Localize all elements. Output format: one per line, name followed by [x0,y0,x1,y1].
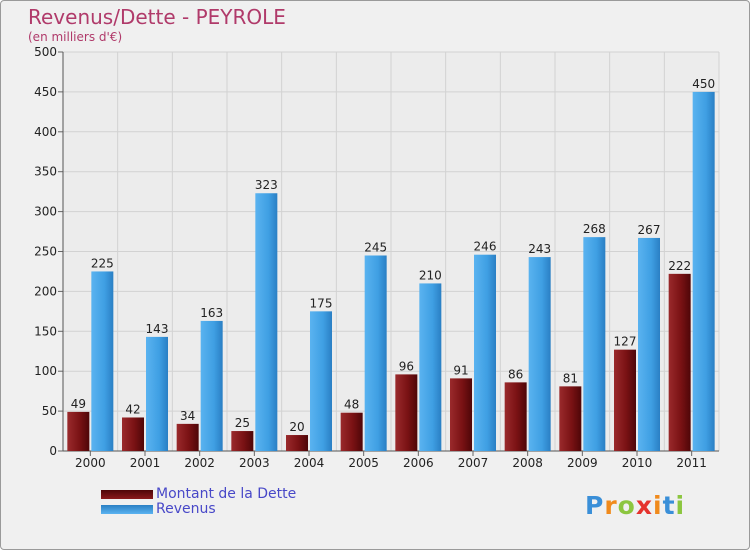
bar-revenue [528,257,551,451]
bars [67,91,715,452]
bar-revenue [310,311,332,451]
bar-debt [67,411,90,451]
data-label-revenue: 268 [583,222,606,236]
data-label-debt: 42 [125,402,140,416]
y-tick-label: 350 [34,165,57,179]
legend-label-debt: Montant de la Dette [156,486,297,502]
x-tick-label: 2006 [403,456,434,470]
bar-revenue [692,91,715,452]
data-label-revenue: 163 [200,306,223,320]
y-tick-label: 100 [34,364,57,378]
logo-letter: i [653,491,663,520]
data-label-revenue: 143 [146,322,169,336]
data-label-debt: 81 [563,371,578,385]
data-label-revenue: 267 [638,223,661,237]
data-label-revenue: 245 [364,240,387,254]
x-tick-label: 2004 [294,456,325,470]
bar-revenue [364,255,387,451]
data-label-revenue: 450 [692,77,715,91]
x-tick-label: 2000 [75,456,106,470]
legend-swatch-revenue [101,505,153,514]
y-tick-label: 500 [34,45,57,59]
x-tick-label: 2001 [130,456,161,470]
y-tick-label: 450 [34,85,57,99]
bar-revenue [419,283,442,451]
y-tick-label: 200 [34,284,57,298]
data-label-revenue: 210 [419,268,442,282]
bar-revenue [200,320,223,451]
x-tick-label: 2009 [567,456,598,470]
x-tick-label: 2008 [512,456,543,470]
x-tick-label: 2003 [239,456,270,470]
bar-revenue [638,237,660,451]
bar-revenue [146,336,168,451]
x-tick-label: 2007 [458,456,489,470]
bar-debt [504,382,527,451]
data-label-revenue: 225 [91,256,114,270]
data-label-revenue: 323 [255,178,278,192]
data-label-revenue: 175 [310,296,333,310]
logo-letter: r [604,491,618,520]
y-tick-label: 400 [34,125,57,139]
bar-revenue [474,254,496,451]
chart-subtitle: (en milliers d'€) [28,30,123,44]
bar-debt [176,423,199,451]
y-tick-label: 250 [34,245,57,259]
x-tick-label: 2005 [348,456,379,470]
data-label-debt: 20 [289,420,304,434]
bar-debt [122,417,144,451]
axes: 0 50 100 150 200 250 300 350 400 450 500 2000 2001 20… [34,45,719,470]
x-tick-label: 2002 [184,456,215,470]
data-label-revenue: 246 [474,240,497,254]
y-tick-label: 150 [34,324,57,338]
logo-letter: o [617,491,636,520]
data-label-debt: 91 [453,363,468,377]
data-label-debt: 86 [508,367,523,381]
x-tick-label: 2010 [622,456,653,470]
bar-debt [559,386,582,451]
logo-letter: P [585,491,605,520]
logo-letter: i [675,491,686,520]
data-labels: 49 225 42 143 34 163 25 323 20 175 48 245 96 210 91 246… [71,77,715,434]
data-label-debt: 25 [235,416,250,430]
data-label-debt: 34 [180,409,195,423]
bar-debt [614,349,636,451]
bar-debt [450,378,472,451]
data-label-debt: 49 [71,397,86,411]
bar-revenue [91,271,114,451]
data-label-revenue: 243 [528,242,551,256]
logo-letter: x [635,491,653,520]
legend-swatch-debt [101,490,153,499]
proxiti-logo: Proxiti [585,491,685,520]
y-tick-label: 300 [34,205,57,219]
data-label-debt: 96 [399,359,414,373]
bar-revenue [255,193,278,451]
bar-debt [286,435,308,451]
bar-debt [340,412,363,451]
legend-label-revenue: Revenus [156,501,216,517]
grid-lines [62,51,720,452]
bar-revenue [583,237,606,451]
data-label-debt: 48 [344,398,359,412]
data-label-debt: 222 [668,259,691,273]
chart-title: Revenus/Dette - PEYROLE [28,5,286,29]
bar-debt [668,273,691,451]
bar-debt [231,431,254,451]
bar-debt [395,374,418,451]
logo-letter: t [662,491,676,520]
y-tick-label: 50 [42,404,57,418]
y-tick-label: 0 [49,444,57,458]
data-label-debt: 127 [614,335,637,349]
x-tick-label: 2011 [676,456,707,470]
